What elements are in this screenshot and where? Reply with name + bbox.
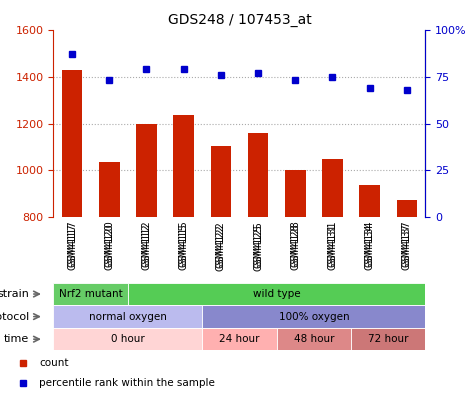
Bar [62,70,82,217]
Text: GSM4131: GSM4131 [327,221,338,267]
Text: strain: strain [0,289,29,299]
Bar [202,305,425,328]
Text: GSM4120: GSM4120 [104,221,114,267]
Bar [322,159,343,217]
Text: GSM4137: GSM4137 [402,221,412,267]
Bar [53,328,202,350]
Text: 0 hour: 0 hour [111,334,145,344]
Text: GSM4128: GSM4128 [290,221,300,267]
Text: GSM4115: GSM4115 [179,221,189,267]
Text: 24 hour: 24 hour [219,334,260,344]
Bar [173,115,194,217]
Bar [99,162,120,217]
Bar [128,283,425,305]
Bar [285,170,306,217]
Text: GSM4122: GSM4122 [216,221,226,268]
Bar [248,133,268,217]
Text: 48 hour: 48 hour [293,334,334,344]
Bar [53,283,128,305]
Bar [397,200,417,217]
Bar [202,328,277,350]
Text: Nrf2 mutant: Nrf2 mutant [59,289,123,299]
Bar [277,328,351,350]
Text: GSM4134: GSM4134 [365,221,375,267]
Text: GSM4125: GSM4125 [253,221,263,268]
Text: GSM4112: GSM4112 [141,221,152,267]
Text: percentile rank within the sample: percentile rank within the sample [39,378,215,388]
Bar [136,124,157,217]
Text: normal oxygen: normal oxygen [89,312,167,322]
Bar [351,328,425,350]
Text: time: time [4,334,29,344]
Text: count: count [39,358,68,368]
Bar [53,305,202,328]
Text: protocol: protocol [0,312,29,322]
Text: 100% oxygen: 100% oxygen [279,312,349,322]
Title: GDS248 / 107453_at: GDS248 / 107453_at [167,13,312,27]
Bar [211,146,231,217]
Text: wild type: wild type [253,289,300,299]
Text: 72 hour: 72 hour [368,334,409,344]
Bar [359,185,380,217]
Text: GSM4117: GSM4117 [67,221,77,267]
